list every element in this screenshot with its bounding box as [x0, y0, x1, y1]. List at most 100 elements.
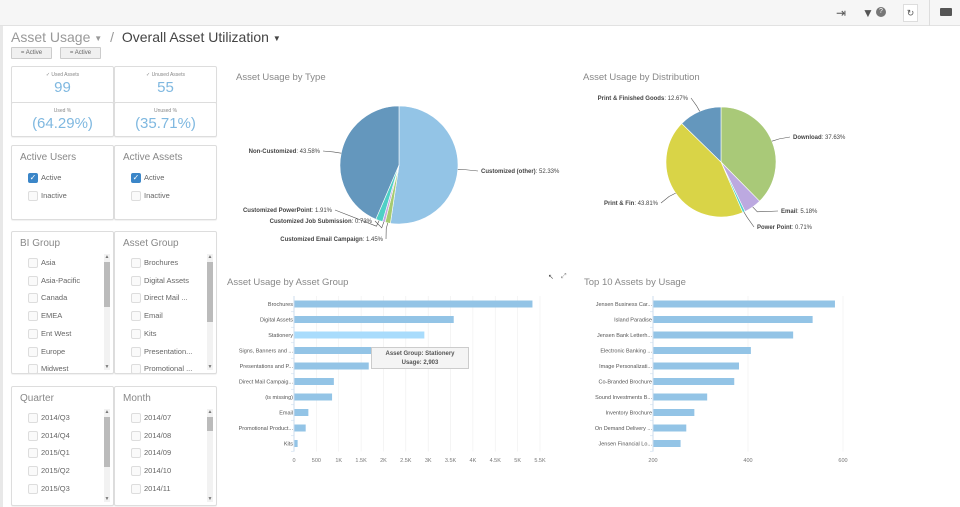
filter-option[interactable]: 2014/10 [131, 466, 171, 477]
refresh-button[interactable]: ↻ [903, 4, 918, 22]
filter-option[interactable]: Asia [28, 258, 56, 269]
scroll-up-icon[interactable]: ▲ [207, 254, 213, 260]
bar[interactable] [294, 362, 369, 370]
checkbox[interactable] [28, 430, 38, 441]
scroll-down-icon[interactable]: ▼ [104, 364, 110, 370]
bar[interactable] [653, 300, 835, 308]
checkbox[interactable] [28, 413, 38, 424]
scroll-up-icon[interactable]: ▲ [207, 409, 213, 415]
scroll-down-icon[interactable]: ▼ [207, 364, 213, 370]
bar[interactable] [653, 424, 687, 432]
checkbox[interactable] [131, 483, 141, 494]
chevron-down-icon[interactable]: ▼ [94, 33, 103, 43]
breadcrumb-parent[interactable]: Asset Usage [11, 29, 91, 45]
checkbox[interactable] [131, 448, 141, 459]
chevron-down-icon[interactable]: ▼ [272, 33, 281, 43]
checkbox[interactable] [28, 346, 38, 357]
checkbox[interactable] [28, 258, 38, 269]
pie-leader-line[interactable] [743, 211, 755, 228]
pie-leader-line[interactable] [457, 169, 479, 172]
bar[interactable] [294, 347, 387, 354]
checkbox[interactable] [131, 275, 141, 286]
checkbox[interactable] [28, 448, 38, 459]
checkbox[interactable]: ✓ [131, 173, 141, 184]
bar[interactable] [294, 316, 454, 323]
filter-icon[interactable]: ▼ [862, 6, 874, 20]
active-users-filter-chip[interactable]: = Active [11, 47, 52, 59]
scrollbar-thumb[interactable] [104, 262, 110, 307]
exit-icon[interactable]: ⇥ [836, 6, 847, 20]
checkbox[interactable] [131, 311, 141, 322]
scrollbar[interactable]: ▲ ▼ [207, 254, 213, 370]
scroll-up-icon[interactable]: ▲ [104, 254, 110, 260]
pie-leader-line[interactable] [660, 192, 676, 204]
pie-leader-line[interactable] [322, 150, 342, 154]
checkbox[interactable] [28, 364, 38, 373]
bar[interactable] [294, 393, 333, 401]
filter-option[interactable]: ✓ Active [131, 173, 164, 184]
filter-option[interactable]: 2015/Q1 [28, 448, 70, 459]
filter-option[interactable]: Promotional ... [131, 364, 192, 373]
scrollbar-thumb[interactable] [207, 417, 213, 431]
scrollbar[interactable]: ▲ ▼ [104, 409, 110, 502]
checkbox[interactable] [131, 413, 141, 424]
scrollbar-thumb[interactable] [207, 262, 213, 322]
filter-option[interactable]: Ent West [28, 329, 71, 339]
pie-leader-line[interactable] [385, 222, 389, 240]
bar[interactable] [294, 378, 334, 385]
filter-option[interactable]: Asia-Pacific [28, 276, 80, 286]
bar[interactable] [653, 316, 813, 323]
filter-option[interactable]: Inactive [131, 191, 170, 202]
bar[interactable] [653, 378, 735, 385]
filter-option[interactable]: Presentation... [131, 347, 192, 357]
bar[interactable] [653, 362, 740, 370]
expand-icon[interactable]: ⤢ [561, 273, 567, 280]
checkbox[interactable] [131, 258, 141, 269]
bar[interactable] [294, 440, 298, 447]
scrollbar-thumb[interactable] [104, 417, 110, 468]
checkbox[interactable] [28, 328, 38, 339]
checkbox[interactable] [28, 483, 38, 494]
checkbox[interactable] [131, 293, 141, 304]
pie-leader-line[interactable] [752, 206, 779, 213]
filter-option[interactable]: Direct Mail ... [131, 293, 188, 304]
filter-option[interactable]: 2014/08 [131, 431, 171, 441]
checkbox[interactable] [28, 466, 38, 477]
filter-option[interactable]: Canada [28, 293, 67, 304]
bar[interactable] [294, 409, 309, 416]
filter-option[interactable]: Midwest [28, 364, 69, 373]
filter-option[interactable]: 2014/09 [131, 448, 171, 459]
bar[interactable] [294, 300, 533, 308]
pie-slice[interactable] [390, 105, 459, 225]
bar[interactable] [653, 347, 751, 354]
bar[interactable] [653, 331, 794, 339]
active-assets-filter-chip[interactable]: = Active [60, 47, 101, 59]
filter-option[interactable]: 2014/Q3 [28, 413, 70, 424]
pie-slice[interactable] [665, 123, 744, 218]
scroll-down-icon[interactable]: ▼ [207, 496, 213, 502]
pie-leader-line[interactable] [771, 136, 791, 142]
pie-leader-line[interactable] [374, 220, 385, 229]
filter-option[interactable]: Digital Assets [131, 276, 189, 286]
checkbox[interactable] [28, 191, 38, 202]
filter-option[interactable]: Brochures [131, 258, 178, 269]
scrollbar[interactable]: ▲ ▼ [207, 409, 213, 502]
scroll-down-icon[interactable]: ▼ [104, 496, 110, 502]
filter-option[interactable]: 2014/11 [131, 484, 171, 494]
checkbox[interactable] [28, 293, 38, 304]
filter-option[interactable]: Email [131, 311, 163, 322]
filter-option[interactable]: 2014/Q4 [28, 431, 70, 441]
checkbox[interactable] [131, 364, 141, 373]
checkbox[interactable] [131, 430, 141, 441]
filter-option[interactable]: Europe [28, 347, 65, 357]
scroll-up-icon[interactable]: ▲ [104, 409, 110, 415]
bar[interactable] [294, 424, 306, 432]
folder-icon[interactable] [940, 8, 952, 16]
pie-leader-line[interactable] [690, 97, 700, 112]
filter-option[interactable]: 2015/Q3 [28, 484, 70, 494]
checkbox[interactable] [28, 311, 38, 322]
checkbox[interactable] [131, 466, 141, 477]
checkbox[interactable]: ✓ [28, 173, 38, 184]
bar[interactable] [653, 393, 708, 401]
help-icon[interactable]: ? [876, 7, 886, 17]
